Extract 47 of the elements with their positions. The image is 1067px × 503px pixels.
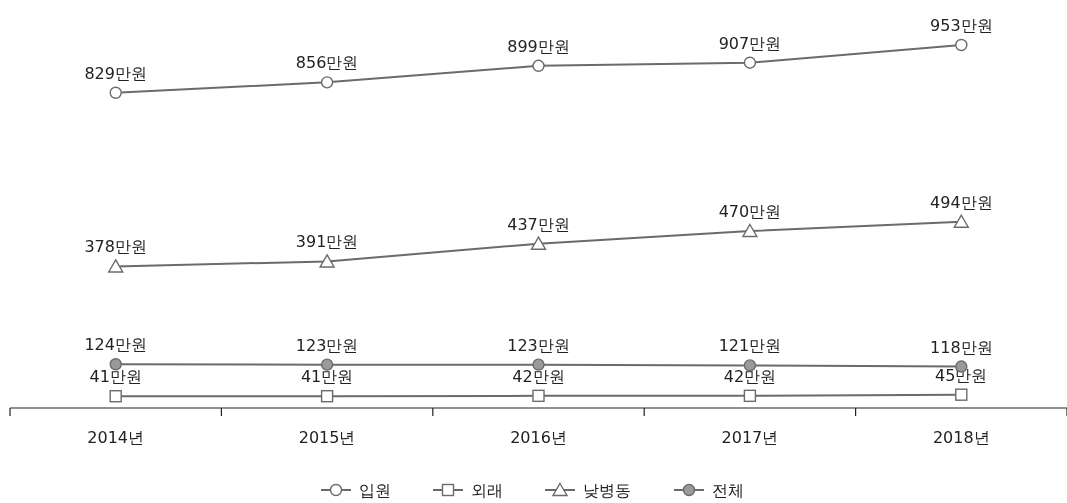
- data-label: 953만원: [930, 16, 993, 35]
- legend-label: 입원: [359, 481, 391, 500]
- point: [109, 358, 122, 371]
- point: [320, 76, 334, 89]
- point: [953, 214, 969, 228]
- data-label: 907만원: [718, 33, 782, 53]
- data-label: 42만원: [723, 366, 777, 386]
- data-label: 123만원: [507, 335, 570, 355]
- data-label: 829만원: [84, 63, 147, 83]
- data-label: 41만원: [300, 367, 354, 387]
- legend-label: 낮병동: [583, 481, 631, 500]
- data-label: 470만원: [718, 202, 782, 221]
- x-tick-label: 2018년: [932, 428, 990, 447]
- legend-label: 외래: [471, 481, 503, 500]
- data-label: 124만원: [84, 335, 147, 355]
- point: [532, 389, 545, 403]
- legend-label: 전체: [712, 481, 744, 500]
- point: [532, 59, 545, 72]
- point: [109, 86, 122, 99]
- point: [955, 38, 968, 52]
- point: [108, 259, 124, 273]
- point: [109, 390, 122, 403]
- point: [320, 358, 334, 371]
- point: [743, 389, 757, 403]
- point: [955, 388, 968, 401]
- data-label: 494만원: [930, 192, 993, 212]
- data-label: 123만원: [295, 335, 359, 355]
- x-tick-label: 2015년: [298, 428, 356, 447]
- data-label: 41만원: [89, 367, 142, 387]
- data-label: 437만원: [507, 214, 570, 234]
- data-label: 121만원: [718, 336, 782, 356]
- point: [532, 358, 545, 371]
- point: [320, 390, 334, 403]
- point: [742, 223, 758, 238]
- data-label: 391만원: [295, 232, 359, 252]
- point: [743, 56, 757, 69]
- data-label: 118만원: [930, 337, 993, 357]
- data-label: 899만원: [507, 36, 570, 56]
- data-label: 45만원: [935, 365, 988, 385]
- x-tick-label: 2016년: [510, 428, 567, 447]
- point: [319, 254, 335, 268]
- point: [530, 236, 547, 250]
- x-tick-label: 2017년: [721, 428, 779, 447]
- x-tick-label: 2014년: [87, 428, 145, 447]
- data-label: 856만원: [295, 53, 359, 73]
- data-label: 42만원: [512, 366, 565, 386]
- data-label: 378만원: [84, 237, 147, 257]
